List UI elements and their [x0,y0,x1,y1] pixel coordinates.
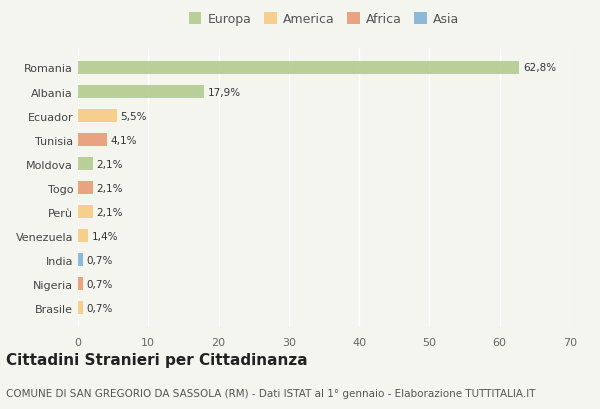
Text: 62,8%: 62,8% [523,63,556,73]
Text: 1,4%: 1,4% [91,231,118,241]
Bar [78,134,107,147]
Bar [78,62,520,75]
Bar [78,157,93,171]
Text: 5,5%: 5,5% [120,111,146,121]
Bar [78,229,88,243]
Bar [78,182,93,195]
Text: 0,7%: 0,7% [86,303,113,313]
Text: 4,1%: 4,1% [110,135,137,145]
Text: 2,1%: 2,1% [96,183,123,193]
Text: 0,7%: 0,7% [86,279,113,289]
Bar [78,277,83,290]
Bar [78,301,83,315]
Text: 2,1%: 2,1% [96,159,123,169]
Bar [78,205,93,219]
Text: 17,9%: 17,9% [208,87,241,97]
Bar [78,254,83,267]
Text: Cittadini Stranieri per Cittadinanza: Cittadini Stranieri per Cittadinanza [6,352,308,367]
Text: COMUNE DI SAN GREGORIO DA SASSOLA (RM) - Dati ISTAT al 1° gennaio - Elaborazione: COMUNE DI SAN GREGORIO DA SASSOLA (RM) -… [6,389,536,398]
Text: 0,7%: 0,7% [86,255,113,265]
Bar [78,86,204,99]
Legend: Europa, America, Africa, Asia: Europa, America, Africa, Asia [187,11,461,29]
Bar [78,110,116,123]
Text: 2,1%: 2,1% [96,207,123,217]
